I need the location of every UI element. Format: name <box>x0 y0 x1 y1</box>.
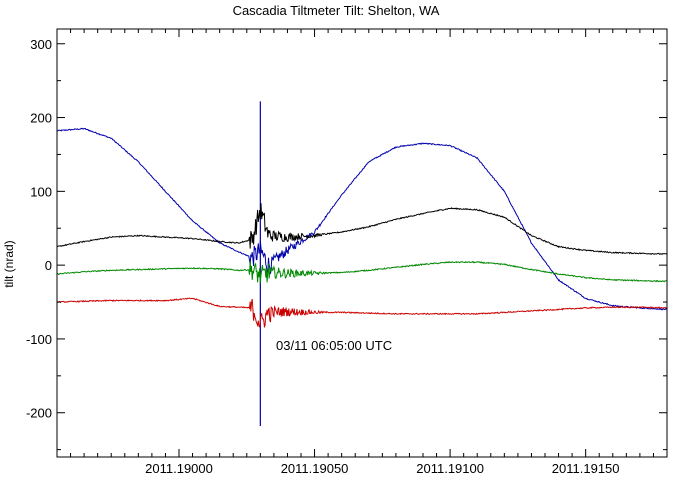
axes-layer: -200 -100 0 100 200 300 2011.19000 2011.19050 20… <box>26 29 668 476</box>
series-line-0 <box>56 127 668 311</box>
y-tick-label: 200 <box>30 111 52 126</box>
series-layer <box>56 101 668 427</box>
series-line-1 <box>56 203 668 255</box>
x-tick-label: 2011.19100 <box>416 461 484 476</box>
series-line-3 <box>56 297 668 329</box>
y-tick-label: 100 <box>30 184 52 199</box>
x-tick-label: 2011.19000 <box>145 461 213 476</box>
plot-frame <box>56 28 668 458</box>
chart-title: Cascadia Tiltmeter Tilt: Shelton, WA <box>233 3 440 18</box>
y-tick-label: -200 <box>26 406 52 421</box>
x-tick-label: 2011.19150 <box>552 461 620 476</box>
series-line-2 <box>57 260 667 284</box>
y-tick-label: 0 <box>45 258 52 273</box>
event-annotation: 03/11 06:05:00 UTC <box>276 338 392 353</box>
x-tick-label: 2011.19050 <box>281 461 349 476</box>
y-tick-label: 300 <box>30 37 52 52</box>
y-axis-label: tilt (nrad) <box>2 240 16 287</box>
y-tick-label: -100 <box>26 332 52 347</box>
